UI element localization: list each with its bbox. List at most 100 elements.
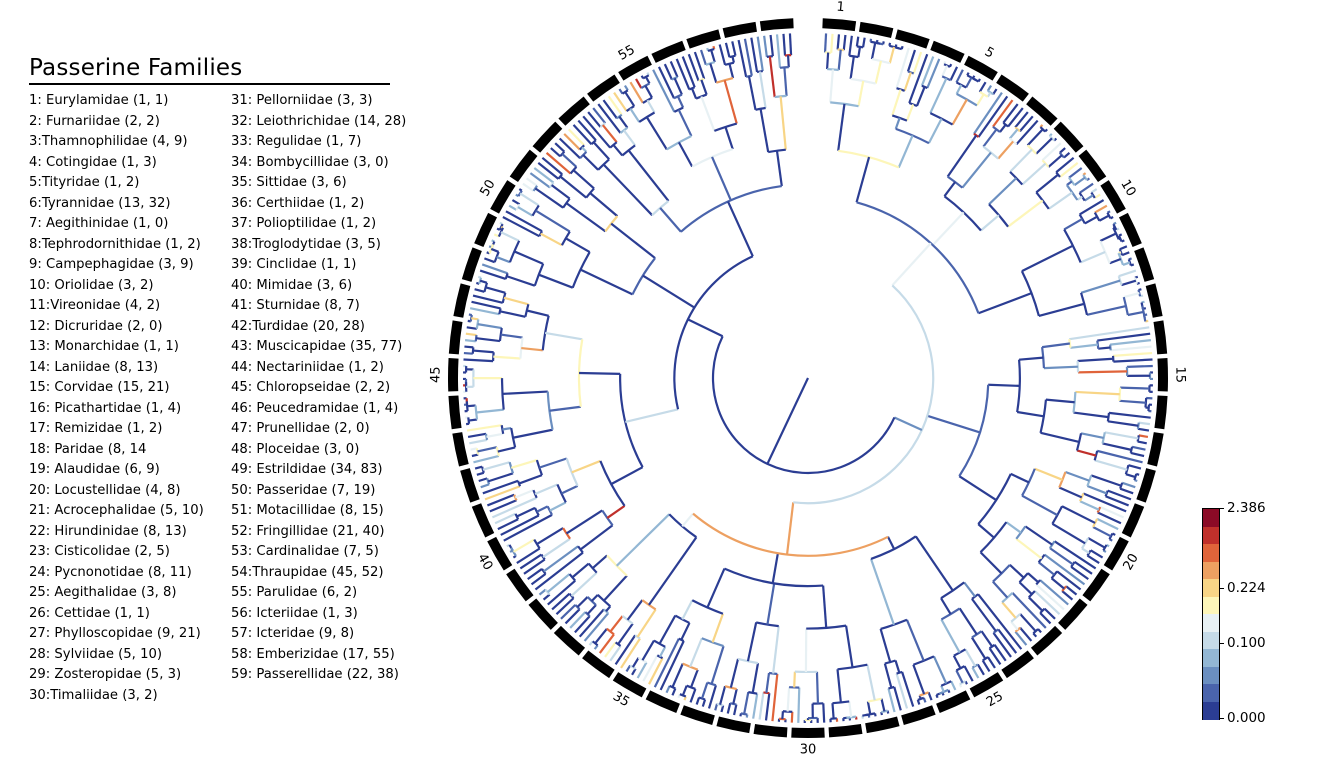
tree-branch — [940, 618, 961, 654]
color-scale-swatch — [1203, 509, 1219, 527]
tree-branch — [1098, 346, 1111, 350]
tree-branch — [623, 129, 636, 147]
tree-branch — [484, 485, 521, 501]
family-ring-segment — [487, 536, 513, 571]
tree-branch — [522, 182, 535, 192]
tree-branch — [646, 99, 656, 114]
family-ring-label: 10 — [1117, 177, 1138, 199]
tree-branch — [755, 621, 779, 628]
family-ring-segment — [645, 690, 680, 714]
tree-branch — [842, 34, 847, 51]
family-ring-segment — [1134, 247, 1155, 282]
tree-branch — [486, 493, 515, 507]
tree-branch — [592, 141, 610, 161]
family-item: 34: Bombycillidae (3, 0) — [231, 154, 389, 170]
tree-branch — [548, 182, 555, 189]
tree-branch — [1092, 525, 1112, 538]
tree-branch — [1041, 342, 1070, 349]
tree-branch — [880, 711, 884, 716]
color-scale-tick — [1219, 643, 1224, 644]
tree-branch — [732, 688, 738, 705]
tree-branch — [865, 712, 876, 717]
tree-branch — [940, 597, 952, 615]
tree-branch — [1063, 217, 1083, 231]
tree-branch — [844, 625, 854, 668]
family-ring-label: 55 — [616, 43, 638, 64]
tree-branch — [992, 125, 1001, 133]
tree-branch — [964, 680, 968, 685]
tree-branch — [646, 72, 650, 76]
tree-branch — [516, 480, 522, 487]
tree-branch — [1121, 279, 1137, 287]
tree-branch — [855, 36, 860, 47]
legend-title-underline — [29, 83, 390, 85]
tree-branch — [463, 351, 473, 355]
tree-branch — [596, 594, 612, 608]
tree-branch — [686, 684, 696, 691]
family-item: 32: Leiothrichidae (14, 28) — [231, 113, 407, 129]
tree-branch — [700, 96, 716, 132]
tree-branch — [943, 181, 956, 197]
tree-branch — [615, 513, 671, 567]
tree-branch — [1043, 553, 1086, 586]
tree-branch — [1075, 433, 1083, 451]
tree-branch — [524, 303, 530, 318]
tree-branch — [739, 713, 743, 717]
tree-branch — [751, 662, 760, 694]
tree-branch — [743, 691, 750, 715]
tree-branch — [747, 76, 757, 110]
family-item: 31: Pellorniidae (3, 3) — [231, 93, 373, 108]
family-item: 25: Aegithalidae (3, 8) — [29, 585, 177, 600]
tree-branch — [563, 133, 581, 151]
family-ring-label: 15 — [1172, 366, 1187, 383]
tree-branch — [609, 645, 622, 662]
tree-branch — [1043, 607, 1056, 620]
tree-branch — [961, 151, 992, 189]
tree-branch — [610, 466, 644, 486]
tree-branch — [782, 33, 787, 56]
tree-branch — [498, 327, 503, 342]
tree-branch — [652, 69, 676, 113]
tree-branch — [1001, 601, 1017, 619]
tree-branch — [605, 605, 612, 612]
tree-branch — [579, 371, 621, 375]
tree-branch — [519, 553, 543, 570]
family-ring-label: 5 — [982, 45, 997, 62]
tree-branch — [629, 107, 641, 123]
tree-branch — [606, 554, 628, 577]
tree-branch — [467, 432, 487, 439]
tree-branch — [484, 433, 489, 441]
tree-branch — [914, 535, 954, 592]
tree-branch — [572, 169, 595, 190]
tree-branch — [689, 669, 699, 688]
tree-branch — [1019, 627, 1033, 642]
tree-branch — [1039, 579, 1069, 606]
tree-branch — [866, 664, 876, 701]
tree-branch — [701, 699, 707, 707]
tree-branch — [823, 33, 828, 53]
tree-branch — [1108, 411, 1151, 419]
color-scale-label: 0.224 — [1227, 580, 1266, 596]
color-scale-swatch — [1203, 561, 1219, 580]
tree-branch — [978, 81, 987, 93]
tree-branch — [631, 668, 637, 676]
tree-branch — [724, 685, 737, 691]
tree-branch — [1107, 420, 1139, 427]
tree-branch — [1068, 167, 1083, 179]
tree-branch — [554, 142, 566, 153]
tree-branch — [955, 669, 964, 684]
tree-branch — [1139, 294, 1144, 298]
tree-branch — [631, 657, 640, 668]
tree-branch — [886, 536, 896, 550]
tree-branch — [701, 682, 709, 699]
tree-branch — [1118, 269, 1137, 278]
tree-branch — [790, 711, 794, 723]
family-item: 48: Ploceidae (3, 0) — [231, 441, 360, 457]
tree-branch — [687, 318, 724, 338]
tree-branch — [648, 657, 664, 685]
color-scale-swatch — [1203, 526, 1219, 545]
family-item: 22: Hirundinidae (8, 13) — [29, 523, 187, 539]
family-ring-segment — [651, 40, 686, 63]
tree-branch — [1035, 191, 1050, 210]
tree-branch — [866, 701, 872, 715]
